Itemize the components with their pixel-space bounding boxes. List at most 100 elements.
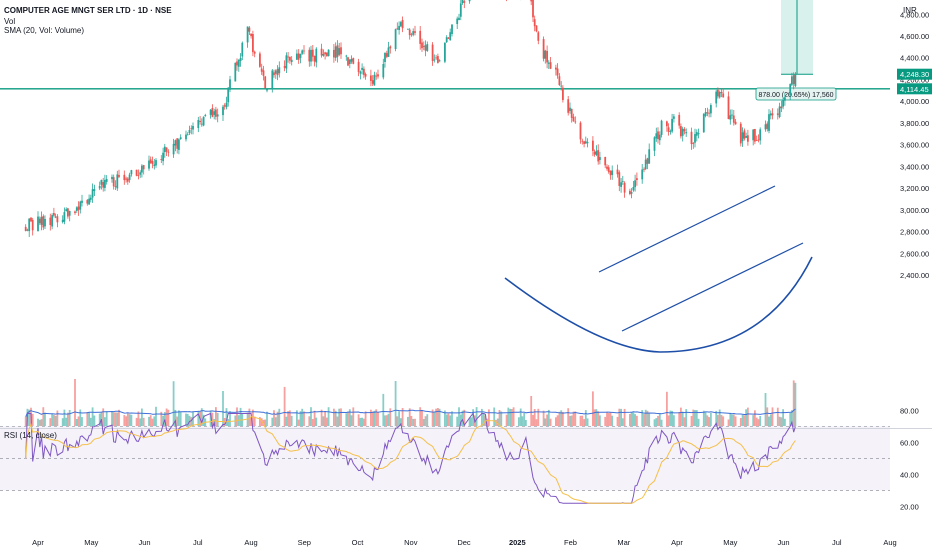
candle-body: [657, 131, 659, 140]
candle: [79, 200, 82, 214]
candle-body: [285, 55, 288, 69]
candle: [310, 45, 312, 67]
candle: [137, 169, 140, 180]
volume-bar: [567, 408, 570, 426]
candle-body: [394, 29, 397, 49]
candle-body: [789, 84, 792, 96]
candle-body: [732, 115, 735, 123]
candle: [623, 181, 626, 198]
volume-bar: [510, 409, 513, 426]
time-tick-label: Aug: [883, 538, 896, 547]
volume-bar: [63, 409, 66, 426]
volume-bar: [745, 409, 747, 426]
candle-body: [334, 46, 337, 58]
volume-bar: [518, 417, 520, 426]
candle: [130, 169, 133, 177]
candle-body: [26, 229, 29, 231]
volume-bar: [42, 407, 45, 426]
volume-bar: [618, 408, 621, 426]
candle: [562, 85, 564, 103]
support-tag: [897, 83, 932, 95]
volume-bar: [151, 418, 154, 426]
candle-body: [234, 62, 237, 82]
candle-body: [579, 122, 582, 140]
volume-bar: [126, 413, 129, 426]
candle: [24, 224, 27, 232]
candle: [239, 53, 242, 67]
candle: [410, 32, 413, 37]
channel-lower-line: [621, 242, 804, 332]
volume-bar: [621, 418, 624, 426]
candle: [681, 126, 684, 142]
volume-bar: [794, 382, 797, 426]
price-tick-label: 3,000.00: [900, 206, 929, 215]
candle-body: [262, 70, 265, 76]
candle-body: [160, 159, 163, 160]
candle-body: [176, 138, 179, 149]
candle: [556, 63, 559, 79]
candle-body: [223, 105, 226, 107]
candle-body: [163, 146, 166, 152]
candle: [463, 0, 466, 9]
volume-bar: [537, 408, 540, 426]
candle: [148, 155, 150, 171]
volume-bar: [361, 417, 363, 426]
candle: [579, 121, 582, 144]
candle-body: [422, 46, 425, 47]
candle-body: [630, 192, 633, 194]
time-tick-label: Dec: [457, 538, 471, 547]
candle: [30, 217, 32, 222]
candle: [178, 138, 180, 155]
candle: [37, 211, 39, 232]
currency-label: INR: [903, 6, 917, 15]
volume-bar: [488, 409, 490, 426]
volume-bar: [632, 412, 635, 426]
volume-bar: [658, 413, 661, 426]
candle: [574, 116, 577, 124]
candle-body: [297, 53, 300, 60]
price-tick-label: 3,800.00: [900, 119, 929, 128]
candle-body: [426, 44, 429, 51]
candle: [592, 136, 594, 157]
candle-body: [278, 67, 281, 74]
candle-body: [401, 20, 404, 29]
candle-body: [77, 206, 80, 211]
candle-body: [632, 187, 635, 191]
candle-body: [764, 124, 767, 130]
candle-body: [414, 31, 416, 33]
volume-bar: [759, 416, 762, 426]
volume-bar: [776, 407, 779, 426]
volume-bar: [250, 417, 252, 426]
volume-bar: [525, 420, 527, 426]
candle: [544, 49, 547, 64]
candle-body: [102, 182, 105, 188]
candle: [755, 135, 758, 142]
candle-body: [283, 66, 286, 68]
candle: [128, 172, 131, 183]
candle: [697, 128, 700, 139]
candle: [715, 89, 718, 108]
candle-body: [338, 48, 341, 55]
volume-bar: [311, 419, 314, 426]
candle: [179, 134, 182, 140]
volume-bar: [202, 414, 205, 426]
candle: [438, 59, 441, 62]
volume-bar: [114, 412, 117, 426]
time-tick-label: Jul: [832, 538, 842, 547]
candle: [648, 143, 651, 164]
candle-body: [444, 42, 446, 62]
candle-body: [636, 178, 638, 180]
candle: [105, 175, 108, 185]
volume-bar: [364, 411, 367, 426]
volume-bar: [449, 415, 452, 426]
last-price-tag: [897, 68, 932, 80]
candle: [621, 175, 624, 185]
candle-body: [162, 152, 164, 162]
candle: [264, 75, 267, 89]
candle-body: [239, 58, 242, 61]
candle: [370, 69, 372, 87]
candle-body: [678, 115, 681, 126]
candle-body: [729, 115, 732, 120]
volume-bar: [743, 415, 746, 426]
